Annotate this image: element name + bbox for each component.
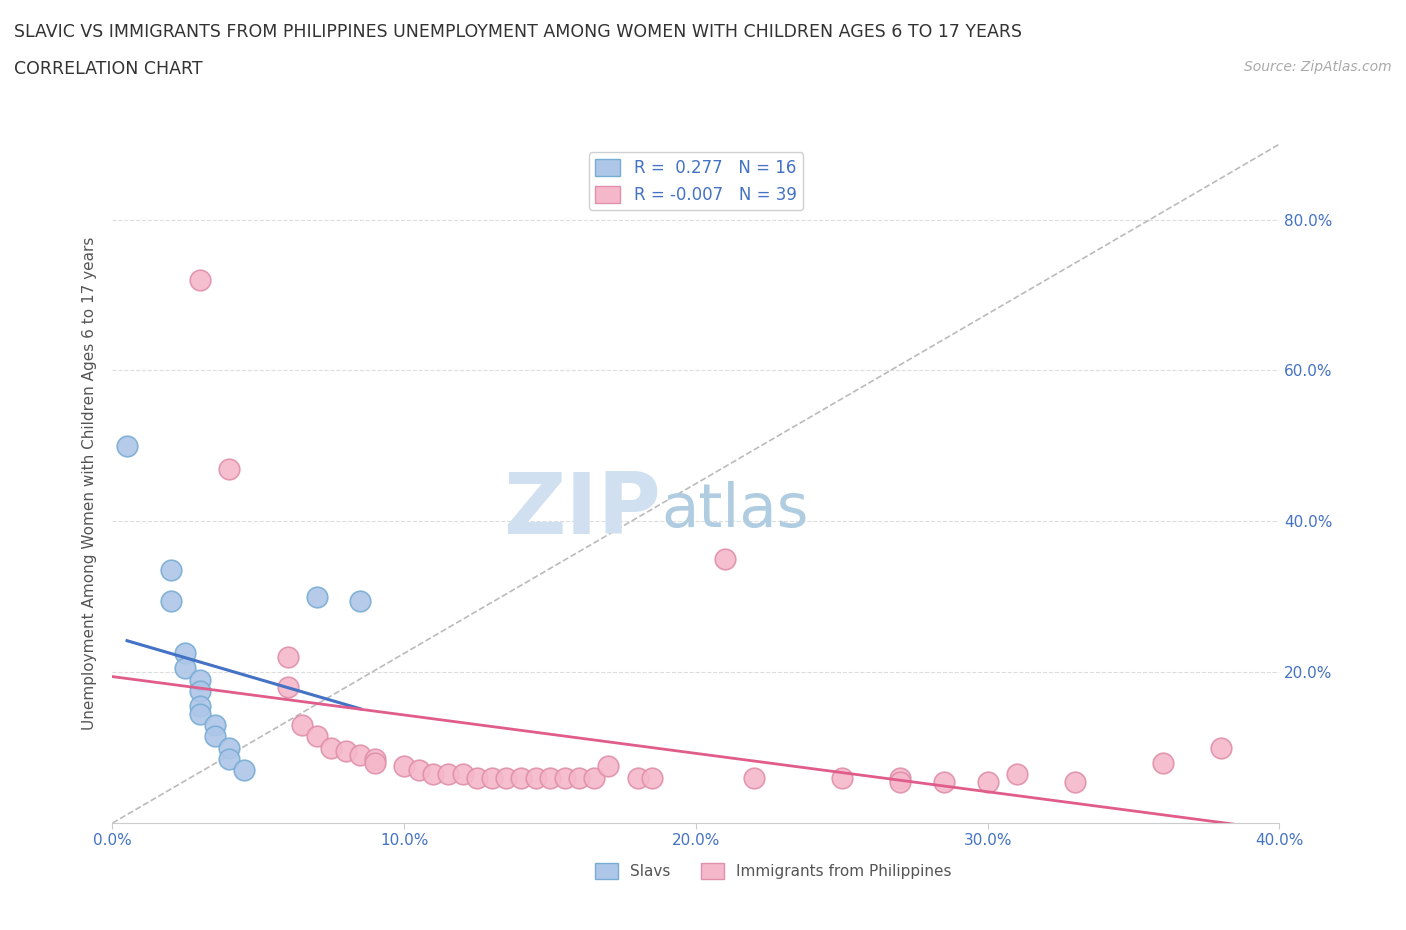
Point <box>321 740 343 755</box>
Point <box>976 774 998 789</box>
Point <box>1064 774 1087 789</box>
Point <box>481 770 503 785</box>
Legend: Slavs, Immigrants from Philippines: Slavs, Immigrants from Philippines <box>589 857 957 885</box>
Point <box>349 593 371 608</box>
Point <box>437 766 460 781</box>
Point <box>349 748 371 763</box>
Point <box>160 563 183 578</box>
Point <box>1209 740 1232 755</box>
Point <box>538 770 561 785</box>
Point <box>305 729 328 744</box>
Point <box>598 759 620 774</box>
Point <box>509 770 531 785</box>
Point <box>188 672 211 687</box>
Point <box>305 590 328 604</box>
Text: Source: ZipAtlas.com: Source: ZipAtlas.com <box>1244 60 1392 74</box>
Point <box>831 770 853 785</box>
Point <box>174 661 197 676</box>
Point <box>1152 755 1174 770</box>
Text: ZIP: ZIP <box>503 470 661 552</box>
Point <box>465 770 488 785</box>
Point <box>524 770 547 785</box>
Point <box>422 766 444 781</box>
Y-axis label: Unemployment Among Women with Children Ages 6 to 17 years: Unemployment Among Women with Children A… <box>82 237 97 730</box>
Point <box>364 751 387 766</box>
Point <box>188 684 211 698</box>
Point <box>232 763 254 777</box>
Legend: R =  0.277   N = 16, R = -0.007   N = 39: R = 0.277 N = 16, R = -0.007 N = 39 <box>589 153 803 210</box>
Point <box>1005 766 1028 781</box>
Point <box>932 774 955 789</box>
Point <box>218 740 240 755</box>
Point <box>742 770 765 785</box>
Point <box>889 774 911 789</box>
Point <box>335 744 357 759</box>
Point <box>889 770 911 785</box>
Point <box>364 755 387 770</box>
Text: atlas: atlas <box>661 481 808 540</box>
Point <box>188 706 211 721</box>
Point <box>174 646 197 661</box>
Point <box>188 272 211 287</box>
Point <box>276 680 298 695</box>
Point <box>626 770 648 785</box>
Point <box>554 770 576 785</box>
Text: SLAVIC VS IMMIGRANTS FROM PHILIPPINES UNEMPLOYMENT AMONG WOMEN WITH CHILDREN AGE: SLAVIC VS IMMIGRANTS FROM PHILIPPINES UN… <box>14 23 1022 41</box>
Point <box>408 763 430 777</box>
Point <box>291 718 314 733</box>
Point <box>218 751 240 766</box>
Point <box>392 759 416 774</box>
Point <box>218 461 240 476</box>
Point <box>204 729 226 744</box>
Point <box>582 770 605 785</box>
Point <box>276 650 298 665</box>
Point <box>568 770 591 785</box>
Point <box>451 766 474 781</box>
Point <box>160 593 183 608</box>
Text: CORRELATION CHART: CORRELATION CHART <box>14 60 202 78</box>
Point <box>641 770 664 785</box>
Point <box>204 718 226 733</box>
Point <box>188 698 211 713</box>
Point <box>714 551 737 566</box>
Point <box>495 770 517 785</box>
Point <box>115 438 138 453</box>
